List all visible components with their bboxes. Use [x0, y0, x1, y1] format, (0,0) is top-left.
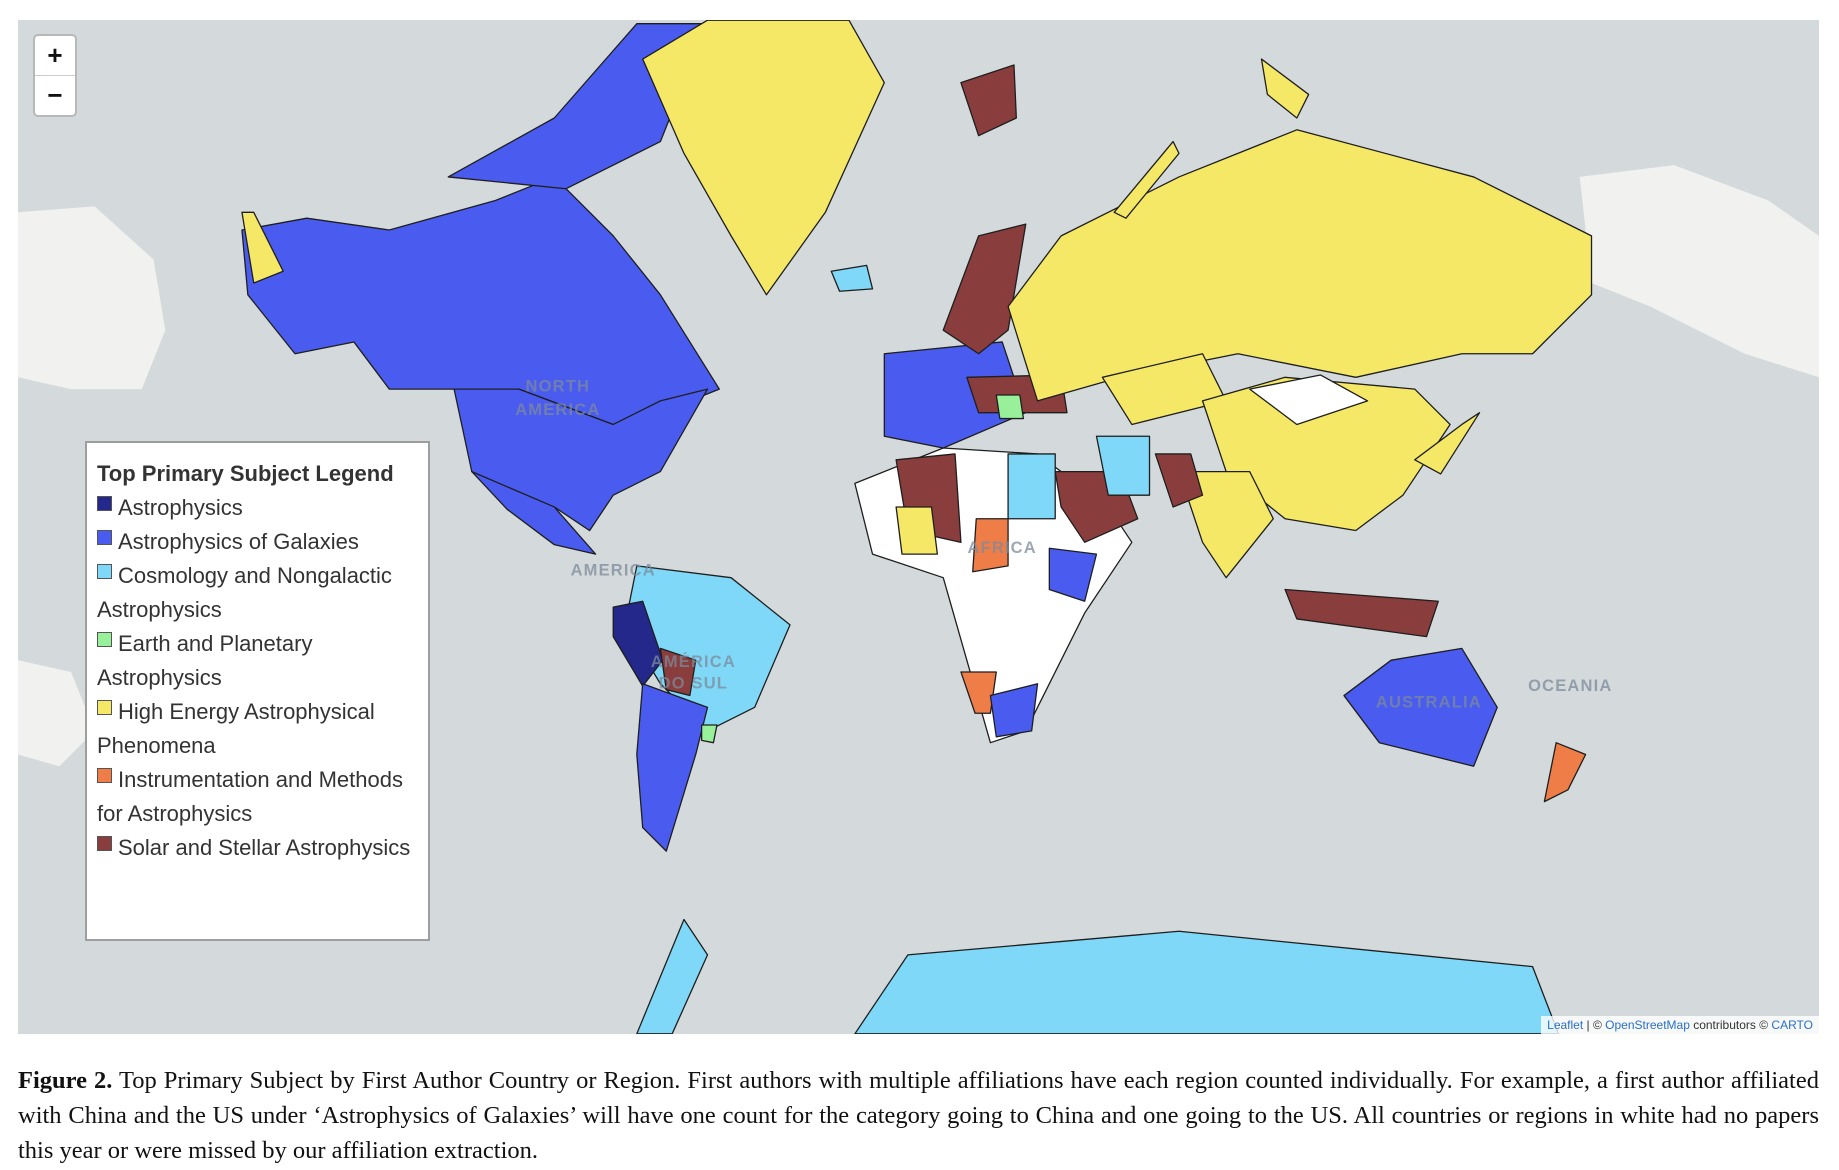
- country: [830, 264, 874, 292]
- map-label: AMÉRICA: [651, 652, 736, 671]
- country: [659, 647, 697, 697]
- map: NORTH AMERICA AMERICA AMÉRICA DO SUL AFR…: [18, 20, 1819, 1034]
- legend-swatch: [97, 768, 112, 783]
- country: [972, 518, 1009, 573]
- country: [1343, 647, 1498, 767]
- map-label: AFRICA: [967, 539, 1036, 557]
- country: [241, 211, 284, 284]
- country: [1414, 412, 1481, 475]
- legend-swatch: [97, 700, 112, 715]
- land-base: [18, 165, 1819, 767]
- caption-text: Top Primary Subject by First Author Coun…: [18, 1067, 1819, 1164]
- legend-swatch: [97, 632, 112, 647]
- map-label: AMERICA: [515, 401, 600, 419]
- legend-swatch: [97, 836, 112, 851]
- country: [960, 64, 1017, 137]
- country: [636, 683, 709, 852]
- country: [1260, 58, 1310, 119]
- legend-item: Cosmology and Nongalactic Astrophysics: [97, 559, 418, 627]
- legend-item: Instrumentation and Methods for Astrophy…: [97, 763, 418, 831]
- country: [1007, 129, 1593, 402]
- country: [960, 671, 997, 714]
- zoom-control: + −: [33, 34, 77, 117]
- country: [895, 506, 939, 555]
- country: [1154, 453, 1204, 508]
- country: [1048, 547, 1098, 602]
- map-canvas: NORTH AMERICA AMERICA AMÉRICA DO SUL AFR…: [18, 20, 1819, 1034]
- legend-item: Astrophysics of Galaxies: [97, 525, 418, 559]
- land: [18, 206, 166, 390]
- country: [1007, 453, 1056, 520]
- legend-swatch: [97, 530, 112, 545]
- country: [700, 724, 718, 744]
- map-label: DO SUL: [659, 674, 728, 692]
- caption: Figure 2. Top Primary Subject by First A…: [18, 1063, 1819, 1168]
- zoom-in-button[interactable]: +: [47, 40, 63, 70]
- legend-label: Astrophysics of Galaxies: [118, 529, 359, 554]
- land: [1579, 165, 1819, 378]
- country: [1095, 435, 1151, 496]
- country: [1113, 140, 1180, 219]
- legend-label: High Energy Astrophysical Phenomena: [97, 699, 375, 758]
- country: [1178, 470, 1274, 579]
- map-label: NORTH: [526, 377, 591, 395]
- legend-item: Earth and Planetary Astrophysics: [97, 627, 418, 695]
- country: [471, 470, 597, 555]
- country: [642, 20, 885, 296]
- legend-swatch: [97, 564, 112, 579]
- legend-label: Cosmology and Nongalactic Astrophysics: [97, 563, 392, 622]
- country: [636, 918, 709, 1034]
- legend-item: Solar and Stellar Astrophysics: [97, 831, 418, 865]
- map-label: AUSTRALIA: [1376, 693, 1482, 711]
- legend-label: Instrumentation and Methods for Astrophy…: [97, 767, 403, 826]
- map-labels: NORTH AMERICA AMERICA AMÉRICA DO SUL AFR…: [515, 377, 1612, 711]
- leaflet-link[interactable]: Leaflet: [1547, 1018, 1584, 1032]
- countries: [241, 20, 1593, 1034]
- legend-swatch: [97, 496, 112, 511]
- legend-label: Astrophysics: [118, 495, 243, 520]
- map-label: OCEANIA: [1528, 677, 1612, 695]
- country: [241, 176, 720, 426]
- country: [942, 223, 1027, 355]
- country: [1543, 742, 1587, 803]
- country: [995, 394, 1025, 420]
- attribution-text: | ©: [1583, 1018, 1606, 1032]
- zoom-out-button[interactable]: −: [35, 75, 75, 115]
- legend: Top Primary Subject Legend Astrophysics A…: [85, 441, 430, 941]
- carto-link[interactable]: CARTO: [1771, 1018, 1813, 1032]
- map-label: AMERICA: [571, 561, 656, 579]
- legend-label: Earth and Planetary Astrophysics: [97, 631, 313, 690]
- country: [1284, 588, 1439, 638]
- country: [1249, 374, 1369, 426]
- legend-items: Astrophysics Astrophysics of Galaxies Cosm…: [97, 491, 418, 865]
- country: [854, 930, 1560, 1034]
- country: [612, 600, 664, 687]
- legend-label: Solar and Stellar Astrophysics: [118, 835, 411, 860]
- legend-title: Top Primary Subject Legend: [97, 461, 394, 486]
- osm-link[interactable]: OpenStreetMap: [1605, 1018, 1690, 1032]
- attribution-text: contributors ©: [1689, 1018, 1772, 1032]
- legend-item: High Energy Astrophysical Phenomena: [97, 695, 418, 763]
- legend-item: Astrophysics: [97, 491, 418, 525]
- attribution: Leaflet | © OpenStreetMap contributors ©…: [1541, 1016, 1819, 1034]
- caption-label: Figure 2.: [18, 1067, 113, 1094]
- country: [989, 683, 1039, 738]
- land: [18, 660, 95, 767]
